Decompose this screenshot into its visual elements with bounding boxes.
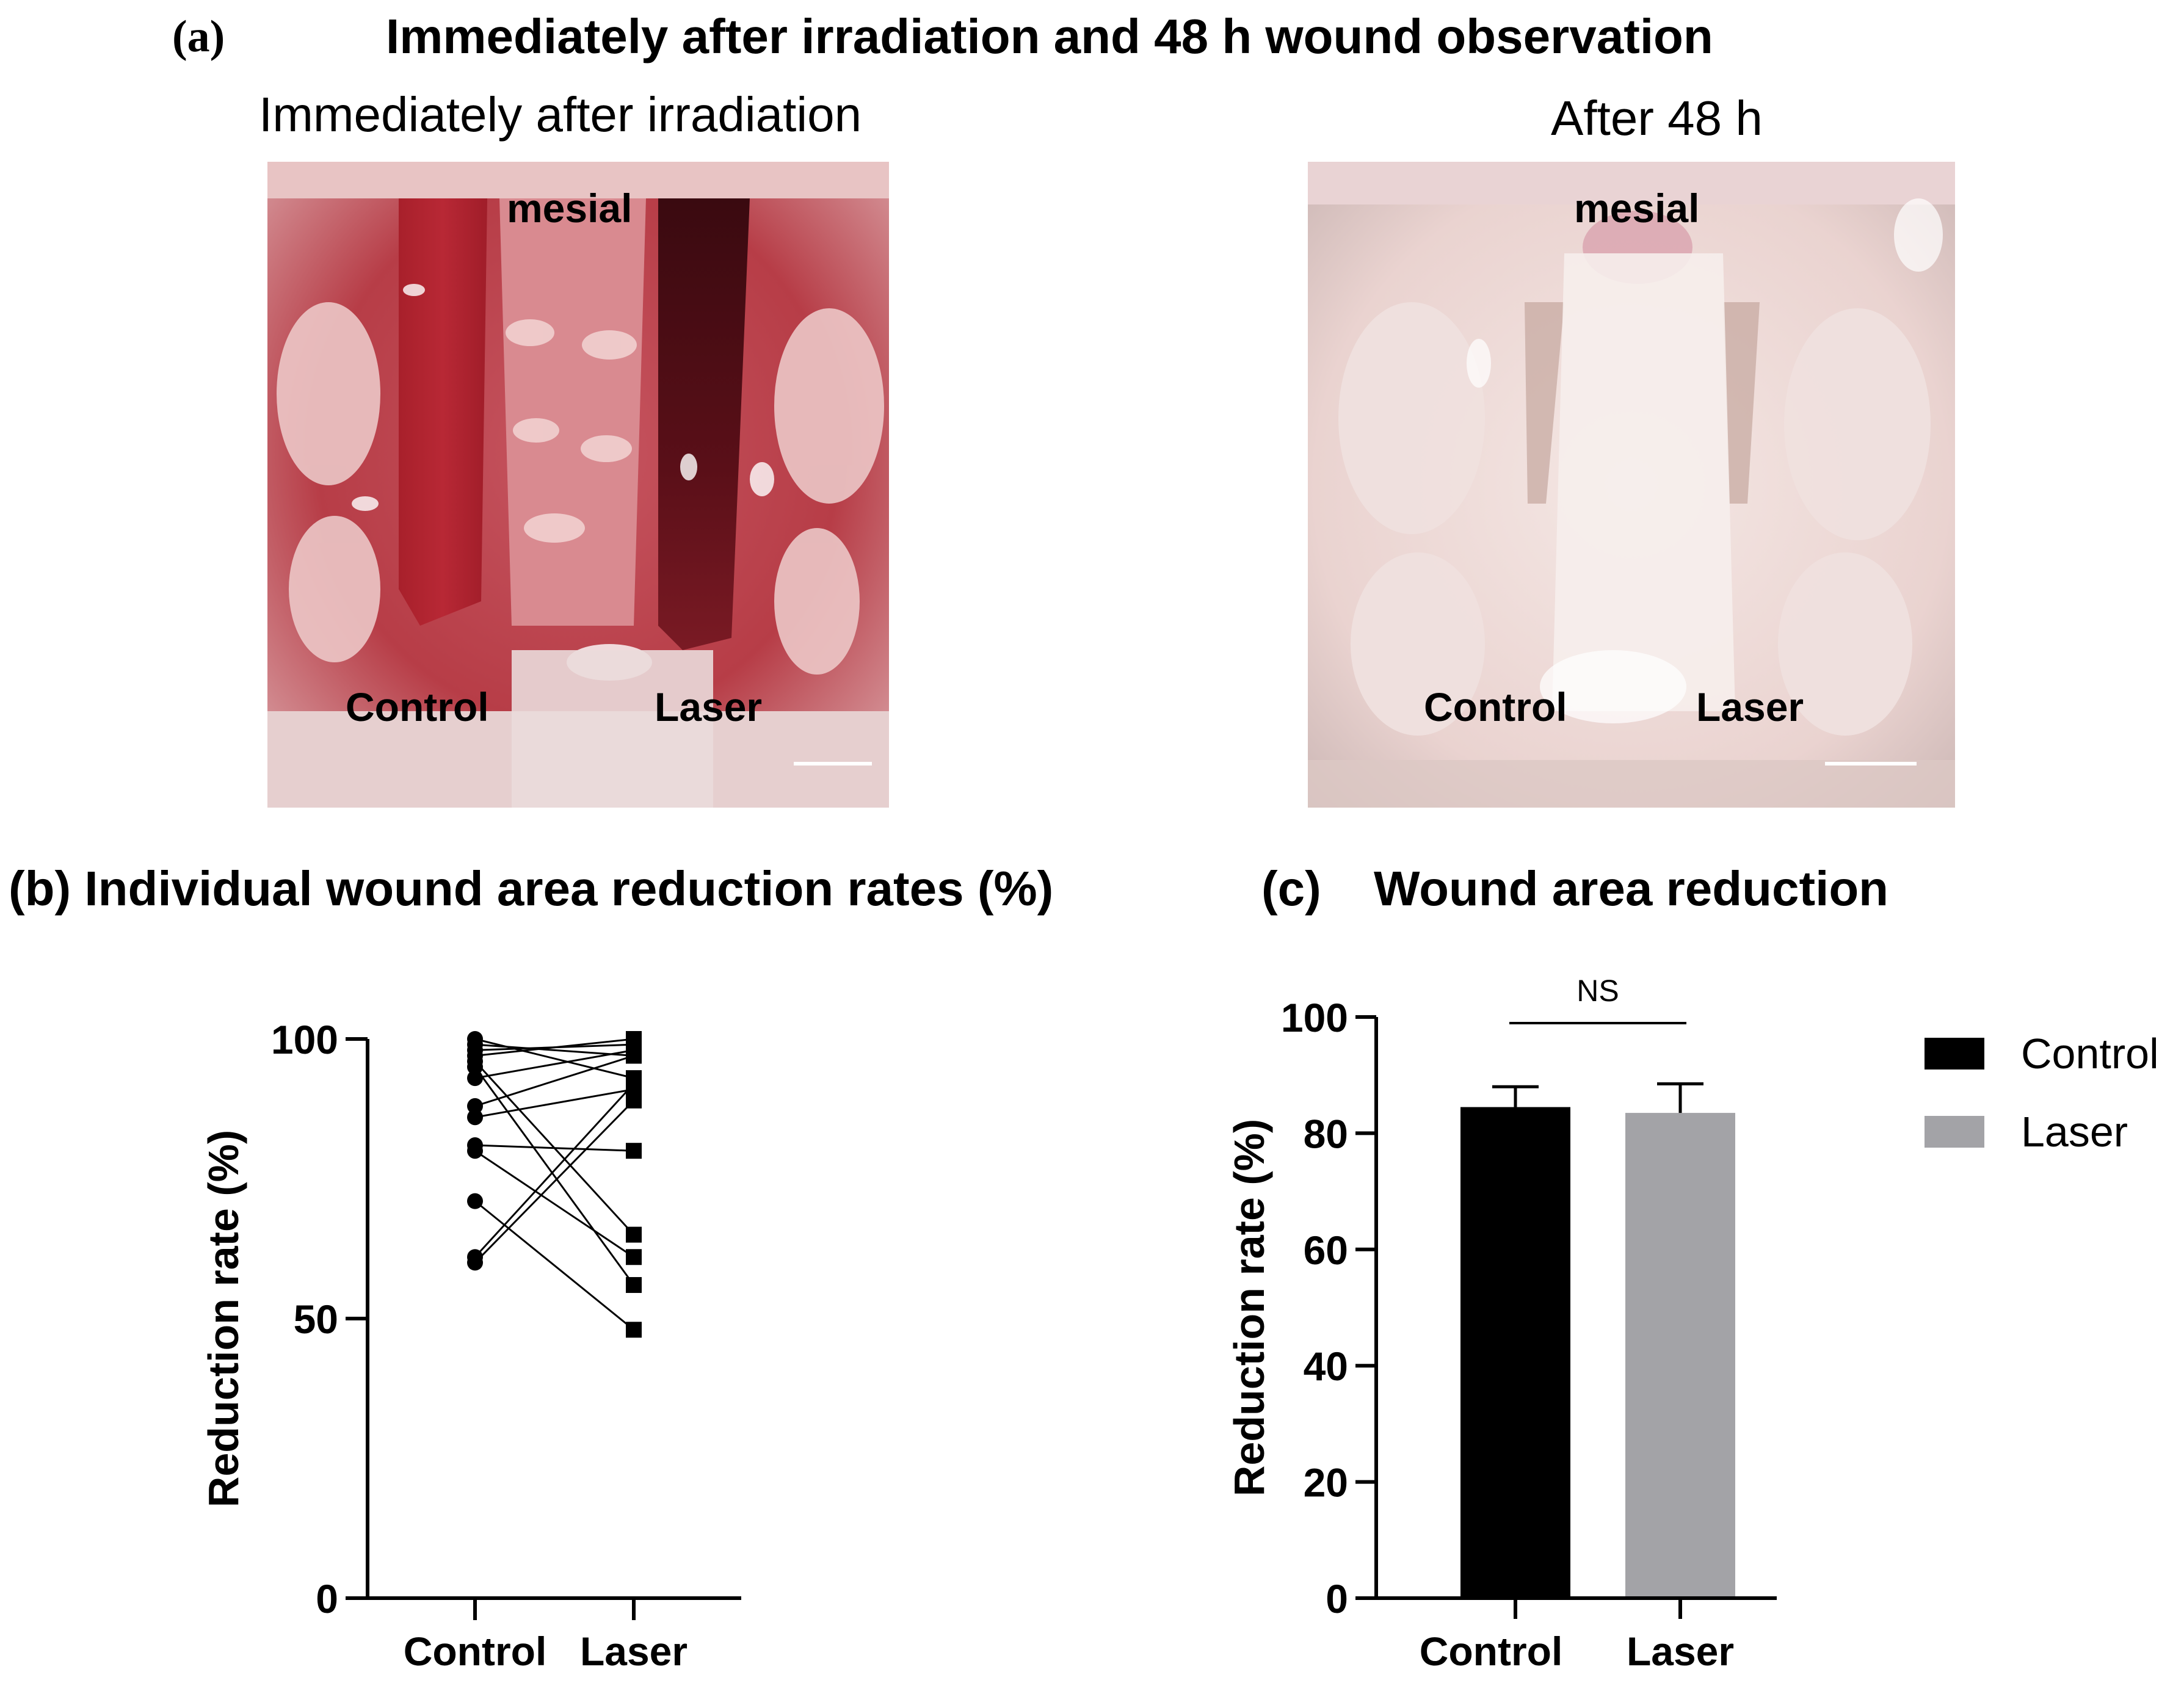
pair-line bbox=[474, 1099, 635, 1264]
pair-line bbox=[474, 1200, 634, 1331]
x-tick-label: Control bbox=[404, 1629, 547, 1674]
control-point bbox=[467, 1070, 483, 1087]
pair-line bbox=[474, 1144, 634, 1152]
pair-line bbox=[474, 1055, 634, 1107]
y-tick-label: 20 bbox=[1304, 1460, 1348, 1505]
legend-swatch-control bbox=[1925, 1038, 1984, 1070]
y-axis-label: Reduction rate (%) bbox=[200, 1130, 247, 1507]
right-photo-label-mesial: mesial bbox=[1574, 186, 1700, 231]
x-tick-label: Laser bbox=[1627, 1629, 1734, 1674]
pair-line bbox=[474, 1043, 634, 1057]
x-tick-label: Laser bbox=[580, 1629, 687, 1674]
control-point bbox=[467, 1059, 483, 1075]
bar-control bbox=[1460, 1107, 1570, 1598]
y-tick-label: 60 bbox=[1304, 1228, 1348, 1273]
y-tick-label: 40 bbox=[1304, 1344, 1348, 1389]
bar-laser bbox=[1625, 1113, 1735, 1598]
y-tick-label: 0 bbox=[316, 1576, 338, 1621]
y-tick-label: 0 bbox=[1326, 1576, 1348, 1621]
left-photo-label-control: Control bbox=[346, 684, 489, 729]
left-photo-label-laser: Laser bbox=[655, 684, 763, 729]
pair-line bbox=[474, 1088, 634, 1118]
legend-swatch-laser bbox=[1925, 1116, 1984, 1148]
pair-line bbox=[474, 1149, 634, 1258]
y-tick-label: 100 bbox=[271, 1017, 338, 1062]
laser-point bbox=[626, 1277, 642, 1294]
laser-point bbox=[626, 1076, 642, 1092]
control-point bbox=[467, 1109, 483, 1126]
laser-point bbox=[626, 1226, 642, 1243]
significance-label: NS bbox=[1576, 974, 1619, 1008]
pair-line bbox=[474, 1038, 634, 1079]
pair-line bbox=[474, 1038, 634, 1057]
laser-point bbox=[626, 1048, 642, 1064]
photo-after-48h bbox=[1308, 162, 1955, 808]
laser-point bbox=[626, 1143, 642, 1159]
scale-bar bbox=[794, 762, 872, 765]
laser-point bbox=[626, 1249, 642, 1265]
right-photo-label-laser: Laser bbox=[1696, 684, 1804, 729]
laser-point bbox=[626, 1322, 642, 1338]
control-point bbox=[467, 1193, 483, 1209]
x-tick-label: Control bbox=[1420, 1629, 1563, 1674]
chart-individual-reduction: 0 50 100 Control Laser Reduction rate (%) bbox=[200, 1017, 741, 1674]
scale-bar bbox=[1825, 762, 1917, 765]
pair-line bbox=[474, 1066, 635, 1286]
left-photo-label-mesial: mesial bbox=[507, 186, 633, 231]
laser-point bbox=[626, 1092, 642, 1109]
left-photo-caption: Immediately after irradiation bbox=[259, 87, 862, 142]
right-photo-label-control: Control bbox=[1424, 684, 1567, 729]
pair-line bbox=[474, 1083, 635, 1258]
panel-c-title: Wound area reduction bbox=[1374, 861, 1889, 916]
panel-a-title: Immediately after irradiation and 48 h w… bbox=[386, 9, 1713, 63]
right-photo-caption: After 48 h bbox=[1551, 91, 1763, 145]
pair-line bbox=[474, 1049, 634, 1079]
photo-immediately-after bbox=[267, 162, 889, 808]
legend-label-control: Control bbox=[2021, 1030, 2159, 1077]
y-axis-label: Reduction rate (%) bbox=[1225, 1119, 1273, 1496]
y-tick-label: 80 bbox=[1304, 1111, 1348, 1156]
control-point bbox=[467, 1098, 483, 1114]
legend-label-laser: Laser bbox=[2021, 1108, 2128, 1156]
panel-b-title: (b) Individual wound area reduction rate… bbox=[9, 861, 1054, 916]
chart-wound-area-reduction: 0 20 40 60 80 100 Control Laser Reduction rate (… bbox=[1225, 974, 2159, 1674]
y-tick-label: 100 bbox=[1281, 995, 1348, 1040]
control-point bbox=[467, 1254, 483, 1271]
control-point bbox=[467, 1143, 483, 1159]
panel-c-letter: (c) bbox=[1261, 861, 1321, 916]
panel-a-letter: (a) bbox=[172, 12, 225, 62]
y-tick-label: 50 bbox=[294, 1297, 338, 1342]
